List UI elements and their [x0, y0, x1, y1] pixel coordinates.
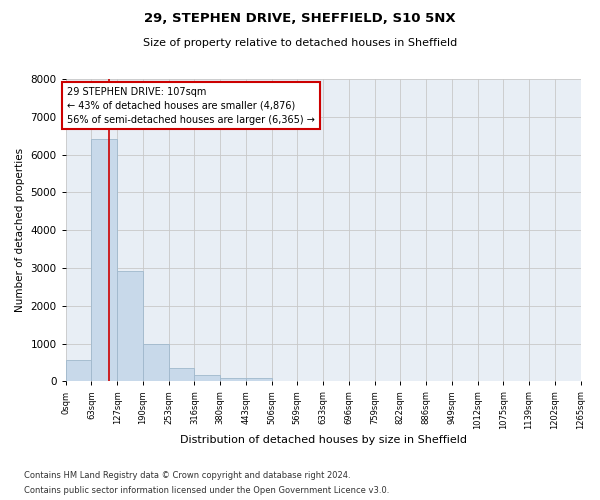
Bar: [220, 378, 246, 382]
Text: Contains HM Land Registry data © Crown copyright and database right 2024.: Contains HM Land Registry data © Crown c…: [24, 471, 350, 480]
Bar: [143, 344, 169, 382]
X-axis label: Distribution of detached houses by size in Sheffield: Distribution of detached houses by size …: [179, 435, 467, 445]
Text: 29 STEPHEN DRIVE: 107sqm
← 43% of detached houses are smaller (4,876)
56% of sem: 29 STEPHEN DRIVE: 107sqm ← 43% of detach…: [67, 86, 315, 124]
Bar: [91, 138, 117, 382]
Y-axis label: Number of detached properties: Number of detached properties: [15, 148, 25, 312]
Bar: [194, 375, 220, 382]
Bar: [117, 271, 143, 382]
Text: Size of property relative to detached houses in Sheffield: Size of property relative to detached ho…: [143, 38, 457, 48]
Bar: [66, 360, 91, 382]
Text: Contains public sector information licensed under the Open Government Licence v3: Contains public sector information licen…: [24, 486, 389, 495]
Text: 29, STEPHEN DRIVE, SHEFFIELD, S10 5NX: 29, STEPHEN DRIVE, SHEFFIELD, S10 5NX: [144, 12, 456, 26]
Bar: [246, 378, 272, 382]
Bar: [169, 368, 194, 382]
